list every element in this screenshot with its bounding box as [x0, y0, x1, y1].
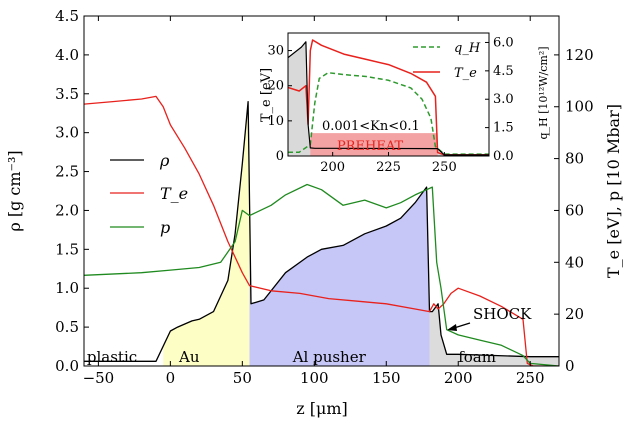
series-line-te	[84, 95, 559, 366]
y-left-tick-label: 0.0	[55, 357, 79, 375]
inset-y-right-tick-label: 3.0	[493, 92, 514, 107]
region-fill-au	[163, 101, 250, 366]
y-left-tick-label: 0.5	[55, 318, 79, 336]
inset-y-right-tick-label: 6.0	[493, 35, 514, 50]
inset-preheat-band	[310, 133, 438, 156]
inset-y-left-tick-label: 20	[267, 79, 284, 94]
region-label-plastic: plastic	[87, 348, 137, 366]
inset-chart: 200 225 250 0 10 20 30 0.0 1.5 3.0 4.5 6.0 0.001<Kn…	[259, 32, 550, 175]
x-tick-label: −50	[83, 369, 115, 387]
region-label-al-pusher: Al pusher	[292, 348, 367, 366]
y-right-tick-label: 60	[565, 201, 584, 219]
series-line-p	[84, 183, 559, 366]
y-right-tick-label: 20	[565, 305, 584, 323]
legend-label-rho: ρ	[159, 151, 170, 170]
inset-x-tick-label: 250	[432, 160, 457, 175]
y-left-tick-label: 3.5	[55, 85, 79, 103]
x-axis-label: z [μm]	[296, 399, 348, 418]
y-left-tick-label: 1.0	[55, 279, 79, 297]
y-left-tick-label: 4.5	[55, 7, 79, 25]
y-left-tick-label: 2.0	[55, 201, 79, 219]
inset-y-right-tick-label: 4.5	[493, 64, 514, 79]
inset-y-left-label: T_e [eV]	[259, 68, 274, 122]
inset-y-right-tick-label: 1.5	[493, 121, 514, 136]
inset-y-left-tick-label: 10	[267, 114, 284, 129]
inset-series-line-rho	[288, 41, 489, 156]
inset-y-right-tick-label: 0.0	[493, 149, 514, 164]
x-tick-label: 200	[444, 369, 473, 387]
inset-legend-label-te: T_e	[454, 66, 477, 81]
inset-x-tick-label: 225	[376, 160, 401, 175]
inset-series-line-qh	[288, 71, 489, 155]
inset-y-right-label: q_H [10¹²W/cm²]	[537, 46, 550, 139]
y-axis-right-label: T_e [eV], p [10 Mbar]	[604, 104, 623, 278]
x-tick-label: 0	[166, 369, 176, 387]
inset-preheat-label: PREHEAT	[337, 139, 404, 154]
main-axis-ticks: −50 0 50 100 150 200 2500.00.51.01.52.02.53.03…	[55, 7, 594, 387]
shock-annotation: SHOCK	[447, 305, 532, 331]
y-left-tick-label: 2.5	[55, 163, 79, 181]
y-right-tick-label: 80	[565, 150, 584, 168]
inset-density-fill	[288, 41, 489, 156]
y-left-tick-label: 4.0	[55, 46, 79, 64]
inset-legend: q_H T_e	[413, 41, 481, 81]
main-region-fills	[163, 101, 559, 366]
region-fill-foam	[429, 303, 559, 366]
main-region-labels: plastic Au Al pusher foam	[87, 348, 496, 366]
legend-label-te: T_e	[160, 184, 188, 203]
shock-arrowhead	[447, 324, 457, 331]
x-tick-label: 100	[300, 369, 329, 387]
y-left-tick-label: 1.5	[55, 240, 79, 258]
legend-label-p: p	[160, 218, 170, 237]
inset-y-left-tick-label: 0	[276, 149, 284, 164]
y-right-tick-label: 0	[565, 357, 575, 375]
region-fill-al-pusher	[249, 187, 430, 366]
region-label-au: Au	[178, 348, 200, 366]
inset-axis-ticks: 200 225 250 0 10 20 30 0.0 1.5 3.0 4.5 6.0	[267, 35, 513, 175]
y-right-tick-label: 40	[565, 253, 584, 271]
main-plot-frame	[83, 15, 560, 367]
y-left-tick-label: 3.0	[55, 124, 79, 142]
main-series-lines	[84, 95, 559, 366]
inset-region-fills	[288, 41, 489, 156]
y-right-tick-label: 100	[565, 98, 594, 116]
inset-y-left-tick-label: 30	[267, 44, 284, 59]
shock-label: SHOCK	[473, 305, 532, 323]
y-right-tick-label: 120	[565, 46, 594, 64]
x-tick-label: 150	[372, 369, 401, 387]
region-label-foam: foam	[458, 348, 496, 366]
x-tick-label: 250	[516, 369, 545, 387]
inset-knudsen-label: 0.001<Kn<0.1	[322, 119, 420, 134]
inset-legend-label-qh: q_H	[454, 41, 481, 56]
inset-series-lines	[288, 39, 489, 156]
x-tick-label: 50	[233, 369, 252, 387]
shock-arrow-shaft	[453, 322, 471, 329]
y-axis-left-label: ρ [g cm⁻³]	[5, 150, 24, 231]
inset-x-tick-label: 200	[320, 160, 345, 175]
main-legend: ρ T_e p	[110, 151, 188, 237]
